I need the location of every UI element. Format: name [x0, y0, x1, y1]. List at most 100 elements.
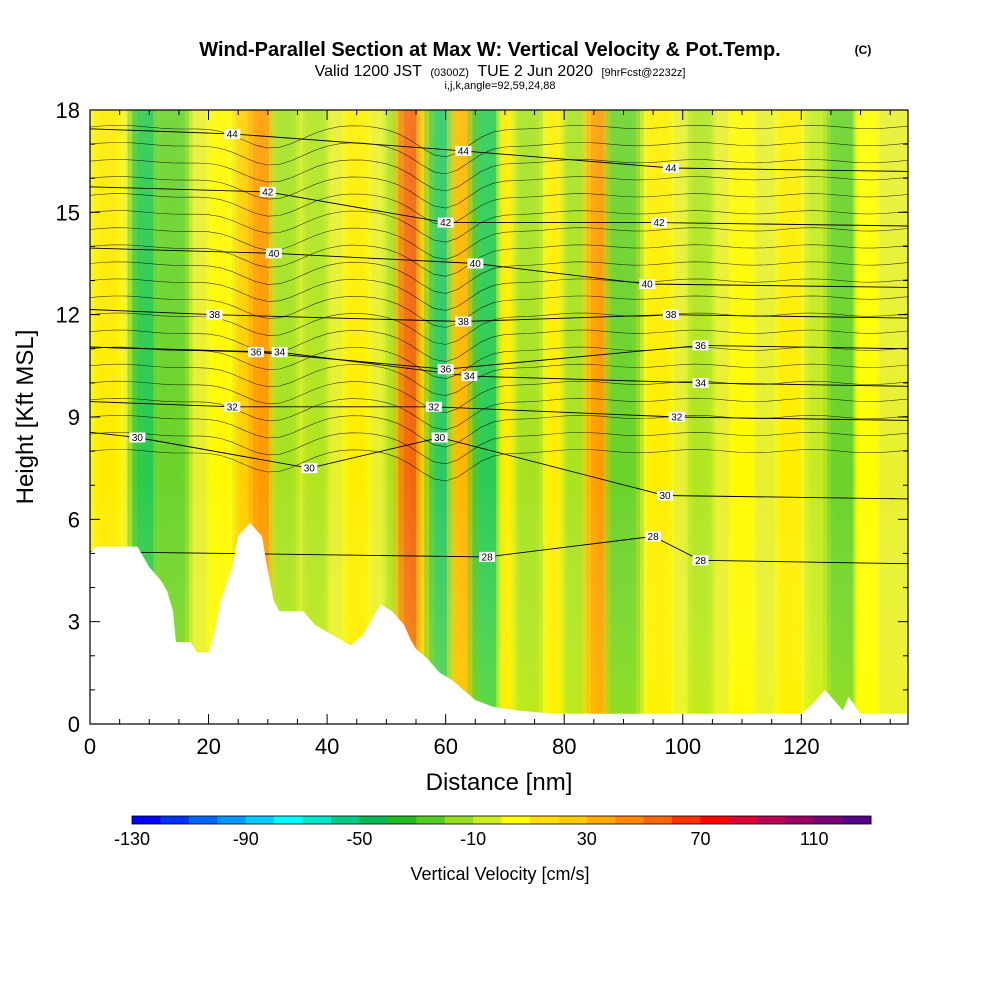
contour-label: 34	[461, 371, 478, 383]
y-tick-label: 15	[56, 200, 80, 225]
theta-contour	[90, 227, 908, 260]
chart-subtitle: Valid 1200 JST (0300Z) TUE 2 Jun 2020 [9…	[315, 63, 686, 80]
svg-text:32: 32	[671, 413, 683, 424]
svg-text:40: 40	[268, 249, 280, 260]
theta-contour	[90, 414, 908, 448]
contour-label: 42	[437, 217, 454, 229]
terrain	[90, 522, 908, 724]
svg-text:30: 30	[132, 433, 144, 444]
colorbar-swatch	[814, 816, 843, 824]
svg-text:38: 38	[209, 310, 221, 321]
colorbar-swatch	[586, 816, 616, 824]
svg-text:32: 32	[428, 402, 440, 413]
colorbar-label: Vertical Velocity [cm/s]	[410, 864, 589, 884]
svg-text:34: 34	[274, 348, 286, 359]
contour-labels: 44 44 44 42 42 42 40 40 40 38 38 38 36 36 36 34 34 34 32 32…	[129, 128, 709, 567]
colorbar-tick-label: 70	[690, 829, 710, 849]
theta-contour	[90, 159, 908, 192]
contour-label: 44	[455, 145, 472, 157]
x-tick-label: 120	[783, 734, 820, 759]
colorbar-swatch	[387, 816, 417, 824]
forecast-info: [9hrFcst@2232z]	[601, 67, 685, 79]
theta-contour	[90, 312, 908, 345]
theta-contour	[90, 278, 908, 311]
colorbar-swatch	[643, 816, 673, 824]
x-tick-label: 20	[196, 734, 220, 759]
contour-label: 38	[206, 309, 223, 321]
y-tick-label: 0	[68, 712, 80, 737]
colorbar-swatch	[188, 816, 218, 824]
contour-label: 36	[437, 364, 454, 376]
contour-label: 28	[479, 551, 496, 563]
contour-label: 34	[271, 347, 288, 359]
y-tick-label: 3	[68, 610, 80, 635]
contour-label: 40	[467, 258, 484, 270]
theta-contour	[90, 176, 908, 209]
colorbar-swatch	[274, 816, 303, 824]
svg-text:28: 28	[482, 552, 494, 563]
x-tick-label: 80	[552, 734, 576, 759]
contour-label: 32	[425, 401, 442, 413]
svg-text:40: 40	[642, 280, 654, 291]
theta-contour	[90, 244, 908, 277]
x-tick-label: 100	[664, 734, 701, 759]
colorbar-swatch	[160, 816, 190, 824]
theta-contour	[90, 142, 908, 175]
colorbar-swatch	[359, 816, 389, 824]
colorbar-tick-label: 110	[800, 829, 829, 849]
colorbar-tick-label: 30	[577, 829, 597, 849]
svg-text:36: 36	[440, 365, 452, 376]
colorbar: -130 -90 -50 -10 30 70 110	[114, 815, 872, 849]
colorbar-swatch	[132, 816, 161, 824]
theta-contour	[90, 210, 908, 243]
x-tick-label: 0	[84, 734, 96, 759]
theta-contour	[90, 346, 908, 380]
svg-text:42: 42	[440, 218, 452, 229]
colorbar-swatch	[842, 816, 872, 824]
y-tick-label: 12	[56, 303, 80, 328]
valid-time: Valid 1200 JST	[315, 63, 423, 80]
contour-label: 28	[692, 555, 709, 567]
svg-text:28: 28	[648, 532, 660, 543]
colorbar-tick-label: -130	[114, 829, 150, 849]
colorbar-swatch	[728, 816, 758, 824]
theta-contour	[90, 193, 908, 226]
contour-label: 42	[651, 217, 667, 229]
x-axis-label: Distance [nm]	[426, 769, 573, 796]
svg-text:44: 44	[665, 164, 677, 175]
contour-label: 32	[224, 401, 241, 413]
contour-label: 30	[301, 463, 318, 475]
contour-label: 38	[662, 309, 679, 321]
contour-label: 38	[455, 316, 472, 328]
colorbar-swatch	[444, 816, 474, 824]
svg-text:42: 42	[653, 218, 665, 229]
colorbar-swatch	[672, 816, 701, 824]
theta-contour	[90, 363, 908, 397]
contour-label: 44	[662, 163, 679, 175]
svg-text:34: 34	[464, 372, 476, 383]
theta-contour	[90, 295, 908, 328]
contour-label: 32	[668, 412, 685, 424]
theta-contour	[90, 329, 908, 362]
contour-label: 28	[645, 531, 662, 543]
y-axis-label: Height [Kft MSL]	[12, 330, 39, 505]
contour-label: 30	[431, 432, 448, 444]
svg-text:36: 36	[695, 341, 707, 352]
svg-text:30: 30	[304, 464, 316, 475]
theta-contour	[90, 449, 908, 482]
svg-text:34: 34	[695, 378, 707, 389]
contour-label: 42	[259, 186, 276, 198]
copyright-mark: (C)	[855, 43, 872, 57]
svg-text:38: 38	[458, 317, 470, 328]
svg-text:30: 30	[434, 433, 446, 444]
colorbar-swatch	[501, 816, 531, 824]
svg-text:28: 28	[695, 556, 707, 567]
colorbar-tick-label: -90	[233, 829, 259, 849]
y-tick-label: 9	[68, 405, 80, 430]
chart-title: Wind-Parallel Section at Max W: Vertical…	[199, 39, 780, 61]
colorbar-swatch	[217, 816, 247, 824]
colorbar-swatch	[245, 816, 275, 824]
svg-text:38: 38	[665, 310, 677, 321]
